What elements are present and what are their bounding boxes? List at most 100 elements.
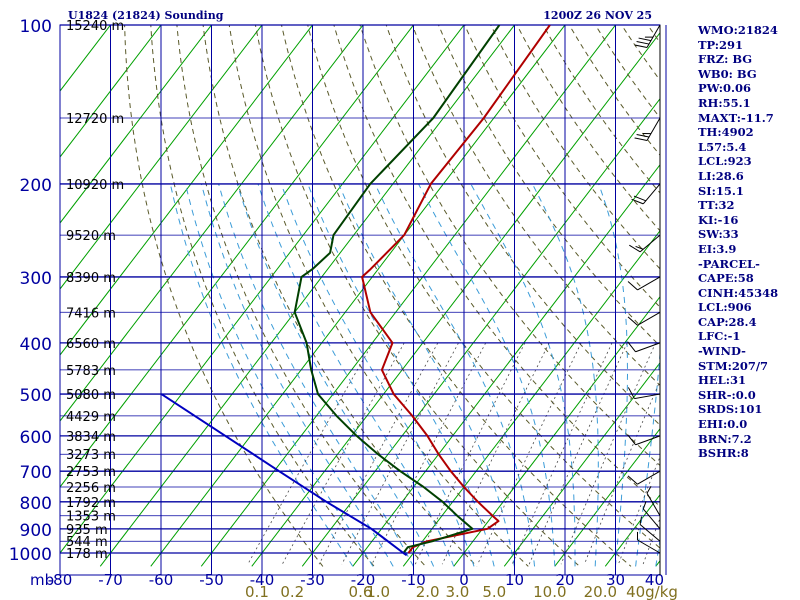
index-line: MAXT:-11.7 <box>698 110 774 125</box>
height-label: 8390 m <box>66 271 116 286</box>
isotherm-line <box>251 32 660 567</box>
height-label: 544 m <box>66 535 108 550</box>
wind-barb <box>634 24 661 49</box>
dry-adiabat-line <box>280 25 632 567</box>
mixing-ratio-line <box>414 342 526 565</box>
pressure-tick-label: 600 <box>20 428 52 448</box>
isotherm-line <box>301 98 660 567</box>
pressure-tick-label: 1000 <box>9 545 52 565</box>
index-line: SHR-:0.0 <box>698 387 756 402</box>
isotherm-line <box>655 560 660 567</box>
height-label: 178 m <box>66 547 108 562</box>
wind-profile <box>627 24 661 575</box>
wind-barb <box>631 183 661 205</box>
isotherm-lines <box>60 25 660 567</box>
mixing-ratio-line <box>247 342 374 565</box>
mixing-ratio-line <box>560 342 656 565</box>
dry-adiabat-line <box>437 25 660 347</box>
mixing-ratio-line <box>477 342 582 565</box>
index-line: TT:32 <box>698 198 735 213</box>
moist-adiabat-line <box>169 183 354 567</box>
temperature-tick-label: 20 <box>555 571 574 589</box>
index-line: WMO:21824 <box>698 23 778 37</box>
mixing-ratio-line <box>318 342 439 565</box>
index-line: LCL:923 <box>698 154 752 169</box>
mixing-ratio-line <box>618 455 660 565</box>
parcel-trace <box>160 393 408 557</box>
plot-frame <box>59 24 661 576</box>
isotherm-line <box>150 25 566 567</box>
temperature-tick-label: -30 <box>300 571 325 589</box>
temperature-tick-label: -70 <box>98 571 123 589</box>
temperature-tick-label: -40 <box>250 571 275 589</box>
dry-adiabat-line <box>411 25 660 386</box>
temperature-tick-label: -20 <box>351 571 376 589</box>
wind-barb <box>646 486 661 516</box>
isotherm-line <box>60 25 465 554</box>
moist-adiabat-line <box>200 183 394 567</box>
mixing-ratio-label: 20.0 <box>584 583 617 600</box>
wind-barb <box>634 117 661 141</box>
moist-adiabat-line <box>280 183 475 567</box>
height-label: 7416 m <box>66 306 116 321</box>
isotherm-line <box>60 25 314 356</box>
mixing-ratio-line <box>341 342 459 565</box>
chart-title: U1824 (21824) Sounding <box>68 9 224 22</box>
index-line: CAPE:58 <box>698 271 754 286</box>
moist-adiabat-line <box>236 183 435 567</box>
moist-adiabat-line <box>257 183 455 567</box>
isotherm-line <box>604 494 660 567</box>
temperature-tick-label: 10 <box>505 571 524 589</box>
index-line: -WIND- <box>698 344 746 359</box>
height-label: 15240 m <box>66 19 124 34</box>
temperature-tick-label: -80 <box>48 571 73 589</box>
temperature-tick-label: 40 <box>645 571 664 589</box>
temperature-trace <box>361 25 551 554</box>
isotherm-line <box>60 25 415 488</box>
mixing-ratio-label: 3.0 <box>446 583 470 600</box>
isotherm-line <box>60 25 213 224</box>
temperature-tick-label: -10 <box>401 571 426 589</box>
height-label: 6560 m <box>66 337 116 352</box>
mixing-ratio-label: 0.1 <box>245 583 269 600</box>
temperature-tick-label: -60 <box>149 571 174 589</box>
height-label: 5783 m <box>66 364 116 379</box>
index-line: CAP:28.4 <box>698 314 757 329</box>
height-label: 935 m <box>66 523 108 538</box>
temperature-tick-label: 0 <box>459 571 469 589</box>
isotherm-line <box>554 428 660 567</box>
moist-adiabat-line <box>374 183 536 567</box>
index-line: EI:3.9 <box>698 241 737 256</box>
height-label: 2753 m <box>66 465 116 480</box>
moist-adiabat-line <box>218 183 414 567</box>
mixing-ratio-label: 0.2 <box>280 583 304 600</box>
index-line: TP:291 <box>698 37 744 52</box>
pressure-tick-label: 800 <box>20 494 52 514</box>
dry-adiabat-line <box>464 25 660 308</box>
dry-adiabat-line <box>385 25 660 426</box>
index-line: PW:0.06 <box>698 81 752 96</box>
moist-adiabat-line <box>338 183 515 567</box>
isotherm-line <box>352 164 660 567</box>
wind-barb <box>627 341 661 353</box>
height-label: 3834 m <box>66 430 116 445</box>
index-line: L57:5.4 <box>698 139 747 154</box>
index-line: LCL:906 <box>698 300 752 315</box>
pressure-temperature-grid <box>59 24 667 576</box>
isotherm-line <box>402 230 660 567</box>
isotherm-line <box>99 25 516 567</box>
sounding-traces <box>160 25 551 557</box>
height-label: 3273 m <box>66 448 116 463</box>
dry-adiabat-line <box>647 25 660 44</box>
pressure-tick-label: 700 <box>20 463 52 483</box>
mixing-ratio-line <box>642 517 660 565</box>
index-line: KI:-16 <box>698 212 739 227</box>
height-label: 2256 m <box>66 481 116 496</box>
pressure-tick-label: 900 <box>20 521 52 541</box>
stability-indices-panel: WMO:21824 TP:291 FRZ: BG WB0: BG PW:0.06 RH:5… <box>698 23 798 461</box>
moist-adiabat-line <box>655 536 660 567</box>
moist-adiabats <box>169 183 660 567</box>
index-line: LFC:-1 <box>698 329 741 344</box>
temperature-tick-label: 30 <box>606 571 625 589</box>
